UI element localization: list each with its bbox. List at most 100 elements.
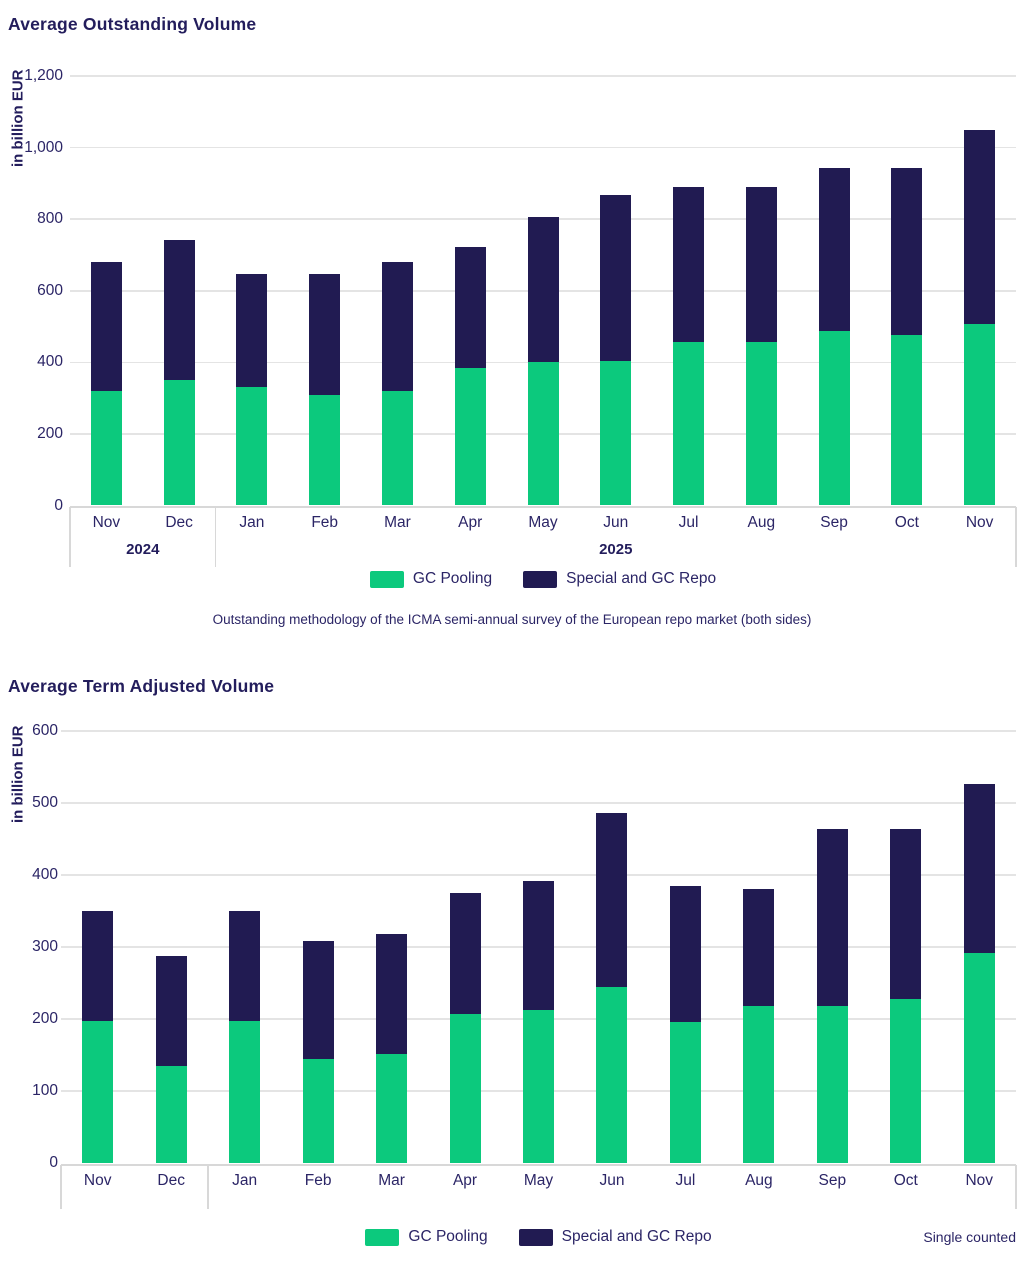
x-tick-label: Jul <box>675 1172 696 1189</box>
bar-segment-special-gc-repo[interactable] <box>890 828 922 999</box>
bar-segment-gc-pooling[interactable] <box>523 1009 554 1163</box>
bar-segment-special-gc-repo[interactable] <box>229 911 261 1022</box>
x-tick-label: Nov <box>965 1172 994 1189</box>
legend-swatch-special-gc-repo <box>523 570 558 588</box>
x-axis-line <box>70 506 1016 508</box>
legend-item-special-gc-repo[interactable]: Special and GC Repo <box>523 570 716 588</box>
x-tick-label: Apr <box>458 514 483 531</box>
bar-segment-gc-pooling[interactable] <box>376 1054 408 1163</box>
bar-segment-special-gc-repo[interactable] <box>163 239 195 381</box>
bar-segment-gc-pooling[interactable] <box>816 1006 848 1163</box>
y-tick-label: 300 <box>32 938 58 955</box>
y-tick-label: 400 <box>32 866 58 883</box>
y-tick-label: 500 <box>32 794 58 811</box>
legend-item-gc-pooling[interactable]: GC Pooling <box>365 1228 488 1246</box>
bar-segment-special-gc-repo[interactable] <box>527 217 559 362</box>
bar-segment-special-gc-repo[interactable] <box>816 828 848 1007</box>
legend: GC Pooling Special and GC Repo <box>70 570 1016 588</box>
bar-segment-special-gc-repo[interactable] <box>449 893 481 1014</box>
bar-segment-special-gc-repo[interactable] <box>669 885 701 1022</box>
x-tick-label: Nov <box>965 514 994 531</box>
bar-segment-special-gc-repo[interactable] <box>90 262 122 391</box>
bar-segment-special-gc-repo[interactable] <box>381 262 413 391</box>
legend-item-special-gc-repo[interactable]: Special and GC Repo <box>518 1228 712 1246</box>
x-axis-line <box>61 1164 1016 1166</box>
x-tick-label: Jan <box>232 1172 258 1189</box>
bar-segment-gc-pooling[interactable] <box>454 367 486 506</box>
gridline <box>61 802 1016 804</box>
bar-segment-special-gc-repo[interactable] <box>964 130 996 324</box>
bar-segment-gc-pooling[interactable] <box>229 1021 261 1163</box>
x-tick-label: Apr <box>452 1172 478 1189</box>
year-label: 2025 <box>599 541 633 558</box>
bar-segment-special-gc-repo[interactable] <box>155 956 187 1066</box>
bar-segment-special-gc-repo[interactable] <box>309 273 341 395</box>
bar-segment-special-gc-repo[interactable] <box>600 194 632 362</box>
bar-segment-gc-pooling[interactable] <box>596 987 628 1163</box>
bar-segment-gc-pooling[interactable] <box>673 342 705 506</box>
gridline <box>70 146 1016 149</box>
bar-segment-special-gc-repo[interactable] <box>302 941 334 1059</box>
legend-label-gc-pooling: GC Pooling <box>408 1228 488 1245</box>
bar-segment-special-gc-repo[interactable] <box>236 273 268 388</box>
bar-segment-gc-pooling[interactable] <box>891 335 923 506</box>
bar-segment-special-gc-repo[interactable] <box>376 934 408 1055</box>
axis-divider <box>60 1165 62 1209</box>
bar-segment-special-gc-repo[interactable] <box>818 167 850 332</box>
bar-segment-gc-pooling[interactable] <box>381 390 413 506</box>
bar-segment-gc-pooling[interactable] <box>90 390 122 506</box>
bar-segment-gc-pooling[interactable] <box>745 342 777 506</box>
y-tick-label: 100 <box>32 1082 58 1099</box>
bar-segment-gc-pooling[interactable] <box>963 952 995 1163</box>
y-tick-label: 1,200 <box>24 67 63 84</box>
bar-segment-special-gc-repo[interactable] <box>454 247 486 368</box>
x-tick-label: May <box>528 514 558 531</box>
bar-segment-gc-pooling[interactable] <box>527 361 559 506</box>
bar-segment-special-gc-repo[interactable] <box>673 187 705 343</box>
legend: GC Pooling Special and GC Repo <box>61 1228 1016 1246</box>
axis-divider <box>1015 1165 1017 1209</box>
axis-divider <box>1015 507 1017 567</box>
legend-item-gc-pooling[interactable]: GC Pooling <box>369 570 492 588</box>
gridline <box>61 730 1016 732</box>
axis-divider <box>69 507 71 567</box>
x-tick-label: Sep <box>818 1172 847 1189</box>
bar-segment-special-gc-repo[interactable] <box>596 813 628 988</box>
bar-segment-gc-pooling[interactable] <box>890 998 922 1163</box>
x-tick-label: Aug <box>747 514 776 531</box>
bar-segment-gc-pooling[interactable] <box>236 387 268 506</box>
bar-segment-gc-pooling[interactable] <box>600 361 632 506</box>
y-tick-label: 600 <box>32 722 58 739</box>
x-tick-label: Oct <box>893 1172 918 1189</box>
bar-segment-gc-pooling[interactable] <box>163 380 195 506</box>
bar-segment-gc-pooling[interactable] <box>743 1006 775 1163</box>
single-counted-note: Single counted <box>923 1229 1016 1245</box>
bar-segment-gc-pooling[interactable] <box>669 1021 701 1163</box>
x-tick-label: May <box>523 1172 554 1189</box>
legend-label-special-gc-repo: Special and GC Repo <box>561 1228 712 1245</box>
bar-segment-gc-pooling[interactable] <box>818 331 850 506</box>
axis-divider <box>214 507 217 567</box>
year-label: 2024 <box>126 541 160 558</box>
bar-segment-gc-pooling[interactable] <box>155 1065 187 1163</box>
y-tick-label: 400 <box>37 353 63 371</box>
bar-segment-special-gc-repo[interactable] <box>82 911 114 1022</box>
bar-segment-special-gc-repo[interactable] <box>745 187 777 343</box>
bar-segment-special-gc-repo[interactable] <box>891 167 923 336</box>
x-tick-label: Jul <box>678 514 699 531</box>
x-tick-label: Dec <box>157 1172 185 1189</box>
bar-segment-gc-pooling[interactable] <box>449 1013 481 1163</box>
bar-segment-special-gc-repo[interactable] <box>963 783 995 953</box>
x-tick-label: Oct <box>894 514 919 531</box>
bar-segment-gc-pooling[interactable] <box>302 1058 334 1163</box>
bar-segment-gc-pooling[interactable] <box>309 394 341 506</box>
gridline <box>61 874 1016 876</box>
bar-segment-special-gc-repo[interactable] <box>523 881 554 1010</box>
bar-segment-gc-pooling[interactable] <box>964 323 996 506</box>
bar-segment-gc-pooling[interactable] <box>82 1021 114 1163</box>
x-tick-label: Aug <box>745 1172 773 1189</box>
bar-segment-special-gc-repo[interactable] <box>743 889 775 1007</box>
x-tick-label: Mar <box>378 1172 405 1189</box>
